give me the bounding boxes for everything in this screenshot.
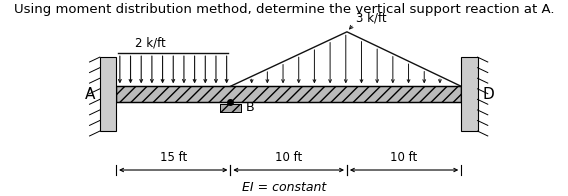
Bar (100, 57, 116, 131)
Text: 2 k/ft: 2 k/ft (135, 36, 165, 49)
Text: Using moment distribution method, determine the vertical support reaction at A.: Using moment distribution method, determ… (14, 3, 554, 16)
Bar (461, 57, 478, 131)
Text: 10 ft: 10 ft (390, 151, 417, 164)
Text: 3 k/ft: 3 k/ft (356, 11, 387, 24)
Bar (220, 104, 241, 112)
Text: D: D (482, 87, 494, 102)
Text: A: A (85, 87, 95, 102)
Bar (116, 86, 461, 102)
Text: 15 ft: 15 ft (160, 151, 187, 164)
Text: EI = constant: EI = constant (242, 181, 326, 194)
Bar (116, 86, 461, 102)
Text: 10 ft: 10 ft (275, 151, 302, 164)
Bar (220, 104, 241, 112)
Text: B: B (245, 101, 254, 114)
